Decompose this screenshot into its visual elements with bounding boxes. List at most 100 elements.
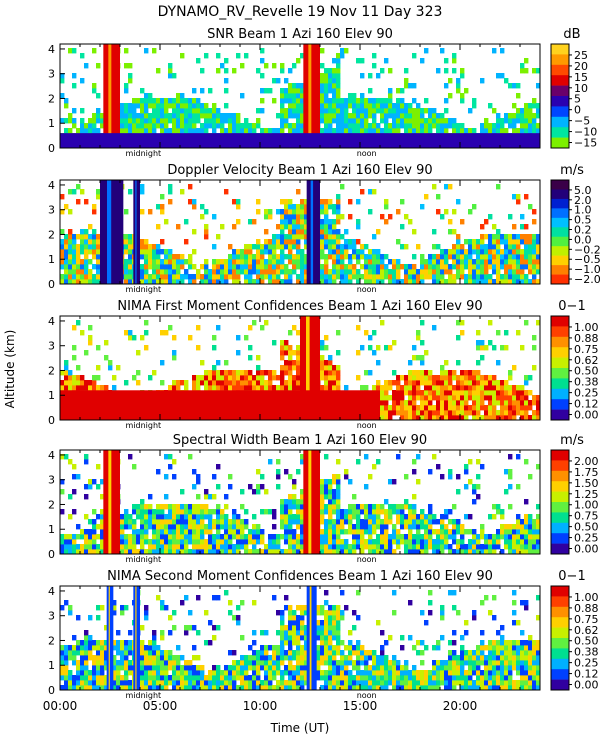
colorbar-label: 0.88 [574, 332, 599, 345]
panel-title: Spectral Width Beam 1 Azi 160 Elev 90 [173, 433, 427, 448]
colorbar-label: 0.75 [574, 613, 599, 626]
colorbar-segment [551, 106, 569, 118]
colorbar-unit: dB [563, 27, 580, 42]
colorbar-segment [551, 450, 569, 461]
y-tick-label: 2 [48, 498, 55, 511]
colorbar-segment [551, 669, 569, 680]
marker-label-midnight: midnight [125, 555, 161, 564]
colorbar-segment [551, 208, 569, 219]
marker-label-midnight: midnight [125, 149, 161, 158]
colorbar-segment [551, 533, 569, 544]
colorbar-label: 0.75 [574, 510, 599, 523]
colorbar-label: 15 [574, 71, 588, 84]
y-tick-label: 1 [48, 659, 55, 672]
colorbar-segment [551, 180, 569, 190]
x-tick-label: 00:00 [43, 699, 78, 713]
colorbar-segment [551, 227, 569, 238]
colorbar-segment [551, 368, 569, 379]
y-tick-label: 4 [48, 179, 55, 192]
colorbar-label: 0.50 [574, 521, 599, 534]
heatmap-texture [60, 590, 541, 691]
colorbar-segment [551, 502, 569, 513]
colorbar-segment [551, 586, 569, 597]
y-tick-label: 4 [48, 449, 55, 462]
colorbar-label: 1.75 [574, 466, 599, 479]
colorbar-label: 0.50 [574, 635, 599, 648]
colorbar-label: 5 [574, 93, 581, 106]
y-tick-label: 2 [48, 92, 55, 105]
echo-column-core [108, 44, 112, 148]
colorbar-label: 0.75 [574, 343, 599, 356]
y-tick-label: 3 [48, 204, 55, 217]
y-tick-label: 3 [48, 68, 55, 81]
y-tick-label: 0 [48, 684, 55, 697]
colorbar-segment [551, 606, 569, 618]
colorbar-segment [551, 54, 569, 66]
colorbar-segment [551, 246, 569, 256]
colorbar-unit: 0−1 [558, 299, 585, 314]
y-tick-label: 1 [48, 117, 55, 130]
colorbar-segment [551, 217, 569, 228]
colorbar-label: 0.88 [574, 602, 599, 615]
colorbar-label: 0.00 [574, 409, 599, 422]
y-tick-label: 0 [48, 414, 55, 427]
y-tick-label: 3 [48, 474, 55, 487]
echo-column [133, 586, 140, 690]
colorbar-segment [551, 75, 569, 86]
colorbar-label: 1.25 [574, 488, 599, 501]
colorbar-label: 0.50 [574, 365, 599, 378]
colorbar-label: 0.25 [574, 532, 599, 545]
colorbar-label: −2.0 [574, 273, 600, 286]
colorbar-label: 1.50 [574, 477, 599, 490]
colorbar-label: 1.00 [574, 499, 599, 512]
colorbar-label: 0.12 [574, 398, 599, 411]
marker-label-noon: noon [357, 555, 377, 564]
colorbar-frame [550, 449, 570, 555]
colorbar-segment [551, 409, 569, 421]
colorbar-label: −1.0 [574, 263, 600, 276]
colorbar-label: 1.00 [574, 591, 599, 604]
colorbar-label: 0.12 [574, 668, 599, 681]
echo-layer [60, 390, 380, 420]
colorbar-segment [551, 44, 569, 55]
colorbar-segment [551, 137, 569, 149]
x-tick-label: 20:00 [443, 699, 478, 713]
marker-label-noon: noon [357, 691, 377, 700]
y-tick-label: 2 [48, 364, 55, 377]
colorbar-segment [551, 460, 569, 472]
y-axis-label: Altitude (km) [3, 330, 17, 409]
colorbar-label: 25 [574, 49, 588, 62]
echo-column [100, 180, 124, 284]
colorbar-label: −10 [574, 126, 597, 139]
colorbar-unit: m/s [560, 163, 584, 178]
colorbar-segment [551, 357, 569, 369]
colorbar-segment [551, 189, 569, 200]
colorbar-segment [551, 347, 569, 358]
heatmap-texture [60, 184, 541, 285]
colorbar-label: 0.5 [574, 214, 592, 227]
echo-column [103, 44, 120, 148]
y-tick-label: 1 [48, 523, 55, 536]
x-axis-label: Time (UT) [270, 721, 330, 735]
colorbar-segment [551, 127, 569, 138]
colorbar-segment [551, 236, 569, 247]
colorbar-segment [551, 399, 569, 410]
marker-label-noon: noon [357, 421, 377, 430]
colorbar-segment [551, 336, 569, 348]
colorbar-segment [551, 326, 569, 338]
echo-column [106, 586, 114, 690]
panel-5: NIMA Second Moment Confidences Beam 1 Az… [48, 569, 599, 700]
colorbar-segment [551, 648, 569, 660]
echo-column-core [108, 450, 112, 554]
colorbar-segment [551, 378, 569, 390]
colorbar-unit: m/s [560, 433, 584, 448]
colorbar-label: 10 [574, 82, 588, 95]
colorbar-segment [551, 64, 569, 76]
echo-column [306, 180, 320, 284]
colorbar-label: 0.2 [574, 224, 592, 237]
echo-column [303, 44, 320, 148]
echo-layer [60, 133, 540, 148]
colorbar-frame [550, 179, 570, 285]
echo-column-core [308, 450, 312, 554]
colorbar: 1.000.880.750.620.500.380.250.120.00 [550, 585, 599, 692]
